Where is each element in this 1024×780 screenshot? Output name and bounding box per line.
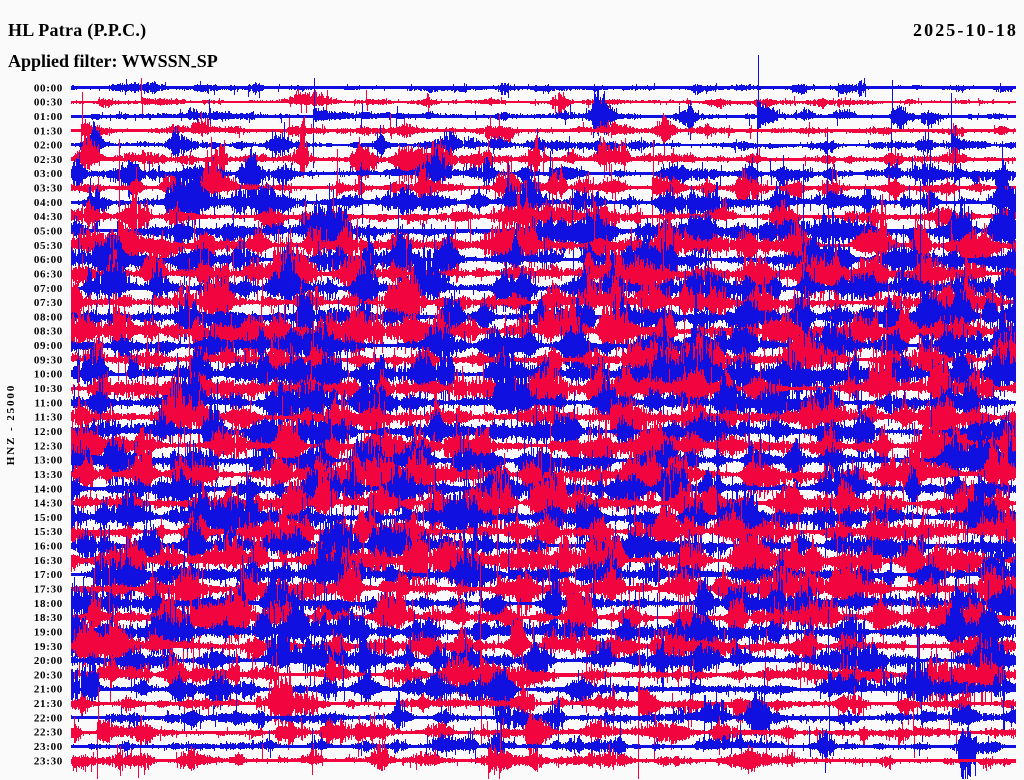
svg-text:13:00: 13:00 xyxy=(34,455,63,467)
svg-text:2025-10-18: 2025-10-18 xyxy=(913,20,1018,40)
svg-text:10:30: 10:30 xyxy=(34,383,63,395)
svg-text:20:30: 20:30 xyxy=(34,669,63,681)
svg-text:19:30: 19:30 xyxy=(34,641,63,653)
svg-text:12:30: 12:30 xyxy=(34,440,63,452)
svg-text:18:30: 18:30 xyxy=(34,612,63,624)
svg-text:23:30: 23:30 xyxy=(34,755,63,767)
svg-text:21:00: 21:00 xyxy=(34,684,63,696)
svg-text:14:30: 14:30 xyxy=(34,498,63,510)
svg-text:00:30: 00:30 xyxy=(34,97,63,109)
svg-text:07:00: 07:00 xyxy=(34,283,63,295)
svg-text:02:30: 02:30 xyxy=(34,154,63,166)
svg-text:06:30: 06:30 xyxy=(34,269,63,281)
svg-text:02:00: 02:00 xyxy=(34,140,63,152)
svg-text:12:00: 12:00 xyxy=(34,426,63,438)
svg-text:01:00: 01:00 xyxy=(34,111,63,123)
svg-text:05:30: 05:30 xyxy=(34,240,63,252)
svg-text:20:00: 20:00 xyxy=(34,655,63,667)
svg-text:16:00: 16:00 xyxy=(34,541,63,553)
svg-text:04:00: 04:00 xyxy=(34,197,63,209)
svg-text:09:00: 09:00 xyxy=(34,340,63,352)
svg-text:07:30: 07:30 xyxy=(34,297,63,309)
svg-text:11:00: 11:00 xyxy=(34,397,63,409)
svg-text:15:00: 15:00 xyxy=(34,512,63,524)
svg-text:17:30: 17:30 xyxy=(34,584,63,596)
svg-text:00:00: 00:00 xyxy=(34,82,63,94)
svg-text:HL Patra (P.P.C.): HL Patra (P.P.C.) xyxy=(8,20,146,41)
svg-text:13:30: 13:30 xyxy=(34,469,63,481)
svg-text:18:00: 18:00 xyxy=(34,598,63,610)
svg-text:21:30: 21:30 xyxy=(34,698,63,710)
svg-text:16:30: 16:30 xyxy=(34,555,63,567)
svg-text:05:00: 05:00 xyxy=(34,226,63,238)
svg-text:11:30: 11:30 xyxy=(34,412,63,424)
svg-text:15:30: 15:30 xyxy=(34,526,63,538)
svg-text:17:00: 17:00 xyxy=(34,569,63,581)
svg-text:03:00: 03:00 xyxy=(34,168,63,180)
svg-text:09:30: 09:30 xyxy=(34,354,63,366)
svg-text:HNZ - 25000: HNZ - 25000 xyxy=(5,384,17,465)
svg-text:04:30: 04:30 xyxy=(34,211,63,223)
svg-text:08:30: 08:30 xyxy=(34,326,63,338)
svg-text:22:30: 22:30 xyxy=(34,727,63,739)
svg-text:06:00: 06:00 xyxy=(34,254,63,266)
svg-text:23:00: 23:00 xyxy=(34,741,63,753)
svg-text:03:30: 03:30 xyxy=(34,183,63,195)
svg-text:10:00: 10:00 xyxy=(34,369,63,381)
svg-text:08:00: 08:00 xyxy=(34,311,63,323)
svg-text:14:00: 14:00 xyxy=(34,483,63,495)
svg-text:01:30: 01:30 xyxy=(34,125,63,137)
svg-text:19:00: 19:00 xyxy=(34,627,63,639)
svg-text:22:00: 22:00 xyxy=(34,712,63,724)
